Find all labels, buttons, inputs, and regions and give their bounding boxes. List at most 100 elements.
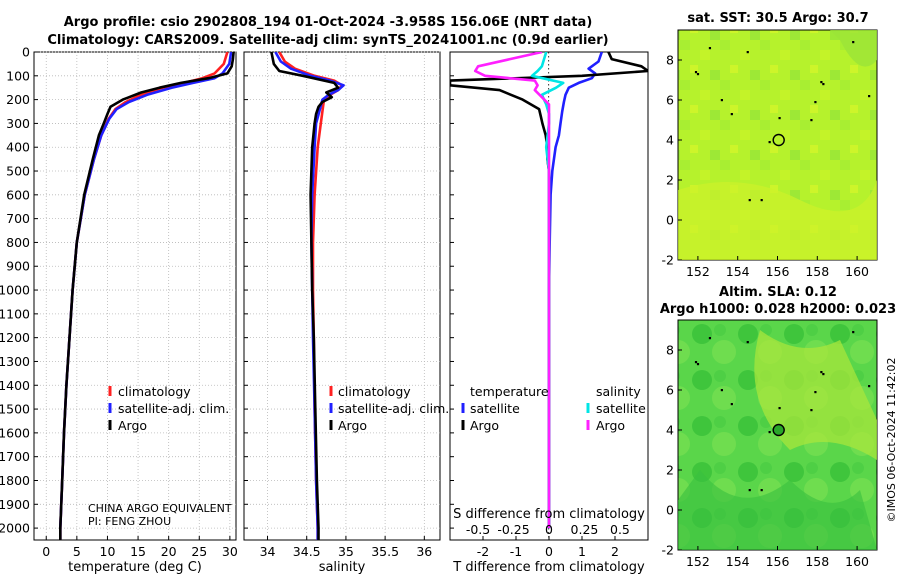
island-15 bbox=[868, 385, 871, 388]
y-tick-label-5: 500 bbox=[6, 164, 30, 179]
sst-islands bbox=[694, 41, 871, 202]
x-tick-label-0: -2 bbox=[477, 544, 489, 559]
y-tick-label-17: 1700 bbox=[0, 449, 30, 464]
sla-high-region bbox=[754, 330, 877, 460]
map-x-tick-label-1: 154 bbox=[726, 264, 750, 279]
temperature-ticks: 0 5 10 15 20 25 300100200300400500600700800900… bbox=[0, 45, 238, 560]
difference-lines bbox=[450, 52, 648, 529]
island-14 bbox=[748, 199, 751, 202]
x-tick-label-3: 1 bbox=[578, 544, 586, 559]
legend-label-sal-argo: Argo bbox=[596, 418, 625, 433]
difference-legend: temperature satellite Argo salinity sate… bbox=[461, 384, 646, 433]
island-7 bbox=[778, 117, 781, 120]
legend-label-satellite: satellite-adj. clim. bbox=[338, 401, 449, 416]
x-tick-label-1: 5 bbox=[73, 544, 81, 559]
legend-title-salinity: salinity bbox=[596, 384, 641, 399]
island-6 bbox=[768, 141, 771, 144]
y-tick-label-9: 900 bbox=[6, 259, 30, 274]
map-y-tick-label-1: 0 bbox=[666, 213, 674, 228]
salinity-diff-ticks: -0.5 -0.25 0 0.25 0.5 bbox=[466, 522, 630, 537]
island-5 bbox=[746, 51, 749, 54]
island-12 bbox=[852, 41, 855, 44]
sla-map-title-line-2: Argo h1000: 0.028 h2000: 0.023 bbox=[660, 302, 896, 317]
x-tick-label-3: 35.5 bbox=[371, 544, 399, 559]
map-x-tick-label-1: 154 bbox=[726, 554, 750, 569]
x-tick-label-3: 15 bbox=[130, 544, 146, 559]
island-3 bbox=[720, 389, 723, 392]
note-line-1: CHINA ARGO EQUIVALENT bbox=[88, 502, 232, 515]
salinity-ticks: 34 34.5 35 35.5 36 bbox=[244, 51, 432, 559]
y-tick-label-19: 1900 bbox=[0, 497, 30, 512]
map-x-tick-label-4: 160 bbox=[845, 554, 869, 569]
temperature-axes-frame bbox=[33, 51, 237, 541]
salinity-grid bbox=[244, 51, 440, 540]
y-tick-label-4: 400 bbox=[6, 140, 30, 155]
legend-label-satellite: satellite-adj. clim. bbox=[118, 401, 229, 416]
island-9 bbox=[820, 81, 823, 84]
s-tick-label-3: 0.25 bbox=[571, 522, 599, 537]
x-tick-label-2: 0 bbox=[545, 544, 553, 559]
island-4 bbox=[730, 113, 733, 116]
x-tick-label-4: 36 bbox=[416, 544, 432, 559]
map-y-tick-label-3: 4 bbox=[666, 423, 674, 438]
s-tick-label-1: -0.25 bbox=[497, 522, 529, 537]
x-tick-label-1: 34.5 bbox=[293, 544, 321, 559]
sst-map-ticks: 152 154 156 158 160 -2 0 2 4 6 8 bbox=[662, 53, 870, 280]
temperature-lines bbox=[58, 52, 235, 540]
legend-label-temp-satellite: satellite bbox=[470, 401, 520, 416]
x-tick-label-4: 20 bbox=[161, 544, 177, 559]
map-y-tick-label-0: -2 bbox=[662, 543, 674, 558]
x-tick-label-2: 35 bbox=[338, 544, 354, 559]
legend-title-temperature: temperature bbox=[470, 384, 549, 399]
sla-map-panel: Altim. SLA: 0.12 Argo h1000: 0.028 h2000… bbox=[660, 285, 898, 569]
y-tick-label-20: 2000 bbox=[0, 521, 30, 536]
island-2 bbox=[708, 337, 712, 340]
y-tick-label-2: 200 bbox=[6, 92, 30, 107]
y-tick-label-16: 1600 bbox=[0, 425, 30, 440]
island-1 bbox=[696, 363, 700, 366]
y-tick-label-6: 600 bbox=[6, 187, 30, 202]
map-y-tick-label-5: 8 bbox=[666, 53, 674, 68]
difference-xlabel-salinity: S difference from climatology bbox=[453, 507, 645, 522]
s-tick-label-0: -0.5 bbox=[466, 522, 490, 537]
y-tick-label-7: 700 bbox=[6, 211, 30, 226]
map-y-tick-label-1: 0 bbox=[666, 503, 674, 518]
map-y-tick-label-4: 6 bbox=[666, 93, 674, 108]
map-x-tick-label-3: 158 bbox=[805, 554, 829, 569]
map-x-tick-label-2: 156 bbox=[766, 264, 790, 279]
y-tick-label-18: 1800 bbox=[0, 473, 30, 488]
y-tick-label-15: 1500 bbox=[0, 402, 30, 417]
map-y-tick-label-2: 2 bbox=[666, 173, 674, 188]
map-x-tick-label-2: 156 bbox=[766, 554, 790, 569]
temperature-xlabel: temperature (deg C) bbox=[68, 560, 202, 575]
x-tick-label-6: 30 bbox=[222, 544, 238, 559]
sla-islands bbox=[694, 331, 871, 492]
x-tick-label-2: 10 bbox=[100, 544, 116, 559]
salinity-lines bbox=[270, 52, 345, 540]
sla-map-ticks: 152 154 156 158 160 -2 0 2 4 6 8 bbox=[662, 343, 870, 570]
island-9 bbox=[820, 371, 823, 374]
temperature-panel: 0 5 10 15 20 25 300100200300400500600700800900… bbox=[0, 45, 238, 576]
y-tick-label-3: 300 bbox=[6, 116, 30, 131]
copyright-label: ©IMOS 06-Oct-2024 11:42:02 bbox=[885, 357, 898, 522]
sst-map-title: sat. SST: 30.5 Argo: 30.7 bbox=[687, 11, 868, 26]
map-y-tick-label-2: 2 bbox=[666, 463, 674, 478]
island-10 bbox=[822, 83, 825, 86]
map-x-tick-label-0: 152 bbox=[686, 554, 710, 569]
y-tick-label-14: 1400 bbox=[0, 378, 30, 393]
title-line-2: Climatology: CARS2009. Satellite-adj cli… bbox=[47, 33, 608, 48]
salinity-axes-frame bbox=[243, 51, 441, 541]
map-x-tick-label-3: 158 bbox=[805, 264, 829, 279]
x-tick-label-4: 2 bbox=[611, 544, 619, 559]
map-y-tick-label-3: 4 bbox=[666, 133, 674, 148]
map-y-tick-label-5: 8 bbox=[666, 343, 674, 358]
island-11 bbox=[814, 391, 817, 394]
island-0 bbox=[694, 71, 698, 74]
title-line-1: Argo profile: csio 2902808_194 01-Oct-20… bbox=[64, 15, 593, 30]
island-13 bbox=[760, 199, 763, 202]
island-11 bbox=[814, 101, 817, 104]
sla-low-region bbox=[678, 470, 877, 550]
island-2 bbox=[708, 47, 712, 50]
